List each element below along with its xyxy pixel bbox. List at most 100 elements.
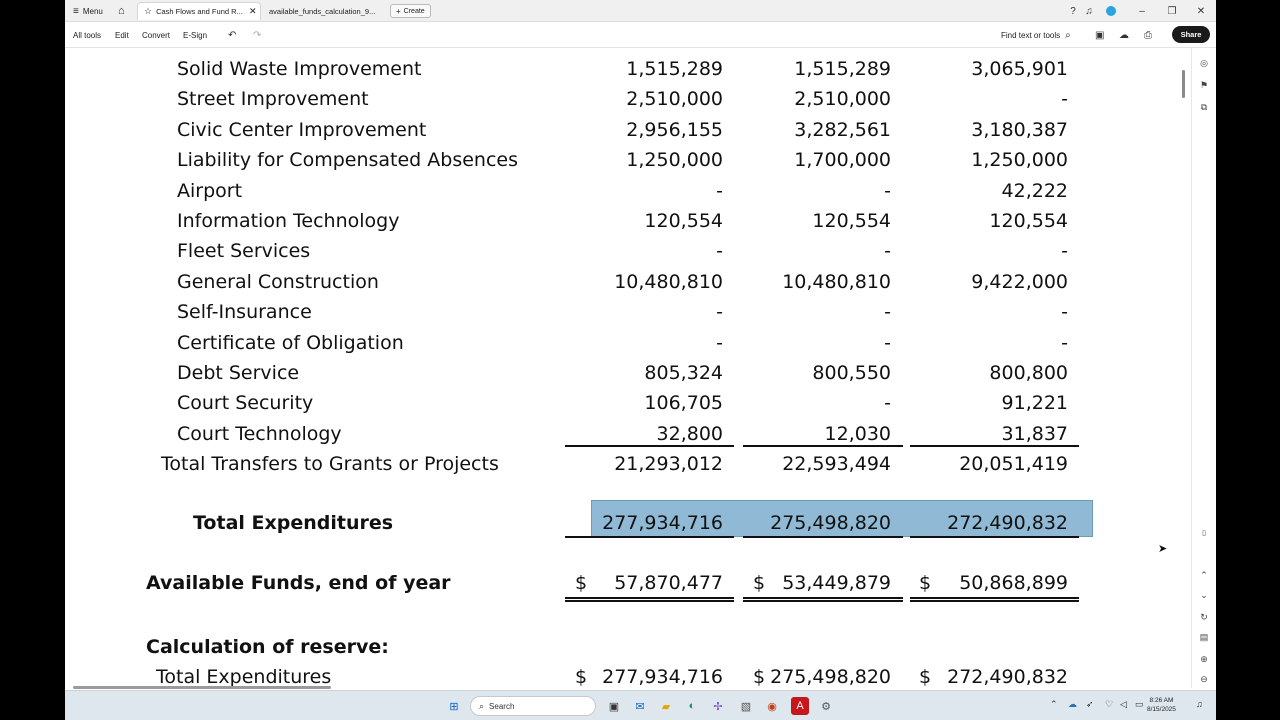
taskbar-clock[interactable]: 8:26 AM 8/15/2025 <box>1147 696 1176 714</box>
minimize-button[interactable]: – <box>1128 0 1156 22</box>
reserve-heading-row: Calculation of reserve: <box>65 632 1177 660</box>
close-tab-button[interactable]: ✕ <box>249 0 257 22</box>
save-button[interactable]: ▣ <box>1095 22 1104 48</box>
powerpoint-button[interactable]: ◉ <box>763 697 781 715</box>
zoom-out-icon: ⊖ <box>1200 673 1208 684</box>
value-col-1: 10,480,810 <box>614 270 723 293</box>
tray-chevron-icon[interactable]: ⌃ <box>1050 699 1058 709</box>
horizontal-scrollbar[interactable] <box>73 686 1177 690</box>
help-icon: ? <box>1070 5 1076 17</box>
value-col-2: 22,593,494 <box>782 453 891 476</box>
pages-button[interactable]: ⧉ <box>1195 98 1213 116</box>
save-icon: ▣ <box>1095 29 1105 41</box>
currency-col-3: $ <box>919 666 932 686</box>
create-button[interactable]: + Create <box>390 4 431 18</box>
wifi-icon[interactable]: ♡ <box>1105 699 1114 709</box>
clock-time: 8:26 AM <box>1149 697 1174 704</box>
tab-available-funds[interactable]: available_funds_calculation_9... <box>263 2 383 20</box>
acrobat-button[interactable]: A <box>791 697 809 715</box>
edge-button[interactable]: ◐ <box>683 697 701 715</box>
volume-icon[interactable]: ◁ <box>1120 699 1127 709</box>
minimize-icon: – <box>1139 5 1145 17</box>
close-icon: ✕ <box>1196 5 1206 17</box>
table-row: Civic Center Improvement 2,956,155 3,282,5… <box>65 115 1177 143</box>
row-label: Court Security <box>177 392 314 415</box>
page-down-button[interactable]: ⌄ <box>1195 586 1213 604</box>
value-col-1: 2,956,155 <box>626 118 723 141</box>
value-col-1: 805,324 <box>644 362 723 384</box>
refresh-icon: ↻ <box>1200 611 1208 622</box>
value-col-1: 1,515,289 <box>626 58 723 80</box>
file-explorer-button[interactable]: ▰ <box>657 697 675 715</box>
bookmark-icon: ⚑ <box>1199 79 1209 90</box>
save-copy-button[interactable]: ▤ <box>1195 628 1213 646</box>
scrollbar-thumb[interactable] <box>73 686 331 689</box>
comment-button[interactable]: ◎ <box>1195 54 1213 72</box>
table-row: Court Technology 32,800 12,030 31,837 <box>65 419 1177 447</box>
zoom-out-button[interactable]: ⊖ <box>1195 670 1213 688</box>
find-tools-input[interactable]: Find text or tools ⌕ <box>1001 22 1071 48</box>
value-col-3: 1,250,000 <box>971 149 1068 172</box>
table-row: General Construction 10,480,810 10,480,810… <box>65 267 1177 295</box>
profile-button[interactable] <box>1097 0 1125 22</box>
underline-col-3 <box>910 536 1079 538</box>
taskbar-search[interactable]: ⌕ Search <box>470 696 596 716</box>
document-page: Solid Waste Improvement 1,515,289 1,515,28… <box>65 48 1177 686</box>
value-col-2: - <box>884 179 891 202</box>
redo-button[interactable]: ↷ <box>253 22 261 48</box>
powerpoint-icon: ◉ <box>767 700 777 713</box>
currency-col-1: $ <box>575 572 588 594</box>
onedrive-icon[interactable]: ☁ <box>1068 699 1077 709</box>
upload-button[interactable]: ☁ <box>1119 22 1129 48</box>
restore-button[interactable]: ❐ <box>1158 0 1186 22</box>
value-col-3: 42,222 <box>1001 179 1068 202</box>
value-col-1: 1,250,000 <box>626 149 723 172</box>
outlook-button[interactable]: ✉ <box>631 697 649 715</box>
close-window-button[interactable]: ✕ <box>1187 0 1215 22</box>
document-icon: ▤ <box>1199 631 1209 642</box>
notification-bell-icon[interactable]: ♫ <box>1196 699 1203 709</box>
row-label: Airport <box>177 179 243 202</box>
table-row: Airport - - 42,222 <box>65 176 1177 204</box>
menu-edit[interactable]: Edit <box>115 22 129 48</box>
clock-date: 8/15/2025 <box>1147 706 1176 713</box>
notifications-button[interactable]: ♫ <box>1075 0 1103 22</box>
vertical-scrollbar[interactable] <box>1180 52 1188 684</box>
value-col-2: - <box>884 301 891 324</box>
row-label: Self-Insurance <box>177 301 312 324</box>
tab-cash-flows[interactable]: ☆ Cash Flows and Fund R... <box>137 2 261 20</box>
currency-col-2: $ <box>753 572 766 594</box>
tab-label: Cash Flows and Fund R... <box>156 7 243 16</box>
pages-icon: ⧉ <box>1200 101 1208 112</box>
start-button[interactable]: ⊞ <box>445 697 463 715</box>
zoom-in-button[interactable]: ⊕ <box>1195 650 1213 668</box>
battery-icon[interactable]: ▭ <box>1135 699 1144 709</box>
currency-col-3: $ <box>919 572 932 594</box>
menu-convert[interactable]: Convert <box>142 22 170 48</box>
page-up-button[interactable]: ⌃ <box>1195 566 1213 584</box>
task-view-button[interactable]: ▣ <box>605 697 623 715</box>
print-button[interactable]: ⎙ <box>1144 22 1152 48</box>
home-button[interactable]: ⌂ <box>118 0 125 22</box>
app-button[interactable]: ✢ <box>709 697 727 715</box>
refresh-button[interactable]: ↻ <box>1195 608 1213 626</box>
scrollbar-thumb[interactable] <box>1182 70 1185 98</box>
page-number-box[interactable]: ▯ <box>1195 524 1213 542</box>
help-button[interactable]: ? <box>1059 0 1087 22</box>
menu-all-tools[interactable]: All tools <box>73 22 101 48</box>
table-row: Information Technology 120,554 120,554 120,… <box>65 206 1177 234</box>
row-label: General Construction <box>177 270 379 293</box>
app-button[interactable]: ▧ <box>737 697 755 715</box>
undo-button[interactable]: ↶ <box>228 22 236 48</box>
menu-label: E-Sign <box>183 30 208 40</box>
app-icon: ✢ <box>713 700 723 713</box>
row-label: Court Technology <box>177 422 342 445</box>
bookmark-button[interactable]: ⚑ <box>1195 76 1213 94</box>
value-col-3: 3,065,901 <box>971 58 1068 80</box>
avatar <box>1106 6 1116 16</box>
menu-esign[interactable]: E-Sign <box>183 22 207 48</box>
menu-button[interactable]: ≡ Menu <box>73 0 103 22</box>
app-icon: ▧ <box>740 700 752 713</box>
settings-button[interactable]: ⚙ <box>817 697 835 715</box>
share-button[interactable]: Share <box>1172 26 1210 43</box>
